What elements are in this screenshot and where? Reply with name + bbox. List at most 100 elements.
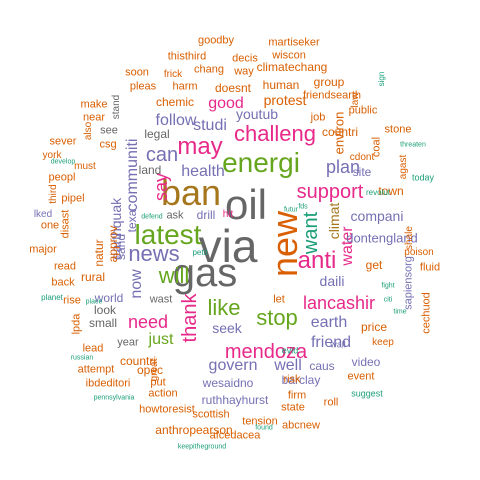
cloud-word: attempt <box>77 363 115 376</box>
cloud-word: seek <box>212 320 242 336</box>
cloud-word: third <box>48 184 59 204</box>
cloud-word: texa <box>125 209 139 233</box>
cloud-word: video <box>351 355 381 369</box>
cloud-word: afcedacea <box>209 429 261 442</box>
cloud-word: look <box>93 303 117 317</box>
cloud-word: land <box>138 163 162 177</box>
cloud-word: today <box>411 172 435 183</box>
cloud-word: via <box>198 220 258 272</box>
cloud-word: sand <box>114 233 128 261</box>
cloud-word: gas <box>172 251 238 295</box>
cloud-word: chang <box>194 63 224 76</box>
cloud-word: climat <box>326 202 342 240</box>
cloud-word: follow <box>155 112 197 129</box>
cloud-word: russian <box>70 354 94 362</box>
cloud-word: pipel <box>61 192 85 205</box>
cloud-word: caus <box>309 359 335 373</box>
cloud-word: wesaidno <box>202 376 254 390</box>
cloud-word: daili <box>319 273 345 289</box>
cloud-word: price <box>360 320 388 334</box>
cloud-word: climatechang <box>256 60 328 74</box>
cloud-word: town <box>378 184 404 198</box>
cloud-word: drill <box>196 208 216 222</box>
cloud-word: keep <box>372 337 394 348</box>
cloud-word: countri <box>321 125 359 139</box>
cloud-word: peopl <box>48 171 76 184</box>
cloud-word: news <box>128 241 180 266</box>
cloud-word: earth <box>310 314 348 331</box>
cloud-word: say <box>151 172 171 202</box>
cloud-word: health <box>181 163 225 180</box>
cloud-word: wiscon <box>272 49 306 62</box>
cloud-word: compani <box>350 208 404 224</box>
cloud-word: event <box>347 370 375 383</box>
cloud-word: risk <box>283 373 301 386</box>
cloud-word: read <box>53 260 77 273</box>
cloud-word: planet <box>41 293 63 302</box>
cloud-word: petit <box>192 248 208 257</box>
cloud-word: protest <box>263 92 307 108</box>
cloud-word: job <box>310 111 326 124</box>
cloud-word: threaten <box>400 141 426 149</box>
cloud-word: lancashir <box>302 293 376 313</box>
cloud-word: stand <box>111 94 122 120</box>
cloud-word: develop <box>50 158 76 166</box>
cloud-word: make <box>80 98 108 111</box>
cloud-word: martiseker <box>268 36 320 49</box>
cloud-word: friendsearth <box>302 89 362 102</box>
cloud-word: time <box>393 308 407 316</box>
cloud-word: good <box>208 95 244 112</box>
cloud-word: energi <box>222 147 300 178</box>
cloud-word: latest <box>134 219 202 250</box>
cloud-word: rise <box>63 294 81 307</box>
cloud-word: ibdeditori <box>85 377 131 390</box>
cloud-word: fluid <box>419 261 441 274</box>
cloud-word: site <box>352 165 372 179</box>
cloud-word: poison <box>404 247 434 258</box>
cloud-word: fds <box>298 203 308 211</box>
cloud-word: friend <box>310 334 352 351</box>
cloud-word: now <box>128 269 145 299</box>
cloud-word: decis <box>232 52 258 65</box>
cloud-word: dontengland <box>346 230 418 246</box>
cloud-word: also <box>83 121 94 141</box>
cloud-word: wast <box>149 293 173 306</box>
cloud-word: pleas <box>129 80 157 93</box>
cloud-word: sign <box>377 71 386 87</box>
cloud-word: place <box>85 298 103 306</box>
cloud-word: world <box>94 291 124 305</box>
cloud-word: govern <box>208 357 258 374</box>
cloud-word: ask <box>166 209 184 222</box>
cloud-word: challeng <box>234 121 316 146</box>
cloud-word: cechuod <box>420 292 433 334</box>
cloud-word: sever <box>49 135 77 148</box>
cloud-word: abcnew <box>282 419 320 432</box>
cloud-word: futur <box>283 206 299 214</box>
cloud-word: anthropearson <box>155 423 233 437</box>
cloud-word: thisthird <box>167 50 207 63</box>
cloud-word: doesnt <box>214 81 252 95</box>
cloud-word: state <box>281 401 305 414</box>
cloud-word: goodby <box>197 34 235 47</box>
cloud-word: lead <box>82 342 104 355</box>
cloud-word: stop <box>256 305 298 330</box>
cloud-word: roll <box>323 396 339 409</box>
cloud-word: will <box>158 263 190 288</box>
cloud-word: defend <box>141 213 163 221</box>
cloud-word: youtub <box>235 106 279 122</box>
cloud-word: oil <box>224 181 268 228</box>
cloud-word: way <box>234 65 254 78</box>
cloud-word: small <box>88 316 118 330</box>
cloud-word: natur <box>92 239 106 267</box>
cloud-word: can <box>145 144 179 166</box>
cloud-word: howtoresist <box>139 403 195 416</box>
cloud-word: chemic <box>155 95 195 109</box>
cloud-word: evid <box>281 345 299 356</box>
cloud-word: ban <box>160 172 222 213</box>
cloud-word: like <box>207 295 241 320</box>
cloud-word: york <box>42 150 62 161</box>
cloud-word: action <box>148 387 178 400</box>
cloud-word: sapiensorg <box>402 256 415 310</box>
cloud-word: cdont <box>349 152 375 163</box>
cloud-word: just <box>148 331 174 348</box>
